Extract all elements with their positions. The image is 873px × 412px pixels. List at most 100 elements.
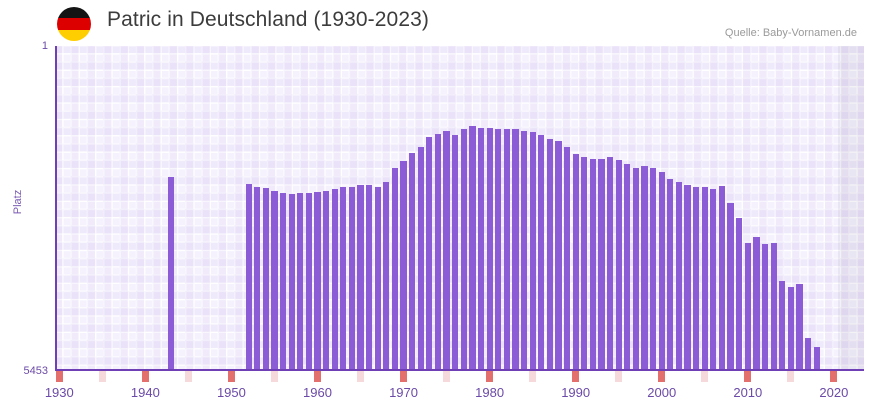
bar[interactable] [718, 186, 726, 371]
bar[interactable] [563, 147, 571, 371]
bar[interactable] [555, 141, 562, 371]
bar[interactable] [486, 128, 493, 371]
bar[interactable] [340, 187, 347, 371]
x-axis-tick-major [141, 371, 149, 382]
x-axis-tick-minor [98, 371, 106, 382]
bar[interactable] [245, 184, 252, 371]
bar[interactable] [503, 128, 510, 371]
bar[interactable] [469, 126, 476, 371]
bar[interactable] [254, 186, 261, 371]
x-axis-tick-minor [615, 371, 623, 382]
bar[interactable] [322, 190, 330, 371]
bar[interactable] [675, 182, 683, 371]
bar[interactable] [607, 157, 614, 371]
bar[interactable] [477, 128, 485, 371]
bar[interactable] [271, 190, 278, 371]
bar[interactable] [348, 186, 356, 371]
x-axis-tick-major [744, 371, 752, 382]
x-axis-tick-major [55, 371, 63, 382]
plot-area [55, 46, 864, 371]
bar[interactable] [400, 161, 407, 371]
x-axis-tick-major [313, 371, 321, 382]
x-axis-tick-minor [357, 371, 365, 382]
bar[interactable] [761, 244, 769, 371]
bar[interactable] [417, 147, 424, 371]
bar[interactable] [813, 346, 820, 371]
x-axis-label: 1940 [130, 385, 160, 400]
x-axis-tick-minor [529, 371, 537, 382]
bar[interactable] [615, 160, 622, 371]
bar[interactable] [314, 192, 321, 371]
x-axis-tick-major [486, 371, 494, 382]
bar[interactable] [641, 165, 648, 371]
page-title: Patric in Deutschland (1930-2023) [107, 8, 429, 31]
x-axis-ticks [55, 371, 864, 383]
bar-series [55, 46, 864, 371]
bar[interactable] [288, 193, 295, 371]
bar[interactable] [598, 158, 605, 371]
bar[interactable] [391, 168, 399, 371]
bar[interactable] [693, 186, 700, 371]
chart-header: Patric in Deutschland (1930-2023) Quelle… [0, 0, 873, 46]
bar[interactable] [357, 185, 364, 371]
bar[interactable] [452, 135, 459, 371]
bar[interactable] [279, 193, 287, 371]
bar[interactable] [804, 338, 812, 371]
x-axis-tick-major [658, 371, 666, 382]
bar[interactable] [331, 189, 338, 371]
x-axis-tick-major [227, 371, 235, 382]
bar[interactable] [787, 287, 794, 371]
bar[interactable] [529, 131, 536, 371]
x-axis-label: 1960 [303, 385, 332, 400]
y-axis-title: Platz [12, 189, 24, 215]
bar[interactable] [512, 128, 519, 371]
bar[interactable] [684, 185, 691, 371]
x-axis-label: 2010 [733, 385, 763, 400]
x-axis-tick-minor [184, 371, 192, 382]
x-axis-label: 1990 [561, 385, 591, 400]
bar[interactable] [796, 283, 803, 371]
bar[interactable] [538, 134, 545, 371]
bar[interactable] [168, 177, 175, 371]
bar[interactable] [727, 203, 734, 371]
bar[interactable] [770, 243, 777, 371]
bar[interactable] [546, 138, 553, 371]
bar[interactable] [710, 189, 717, 371]
bar[interactable] [632, 167, 640, 371]
bar[interactable] [460, 129, 467, 371]
bar[interactable] [374, 186, 381, 371]
bar[interactable] [581, 157, 588, 371]
x-axis-label: 2020 [819, 385, 849, 400]
bar[interactable] [443, 130, 450, 371]
bar[interactable] [383, 182, 390, 371]
bar[interactable] [262, 188, 269, 371]
y-axis-top-tick-label: 1 [41, 40, 48, 52]
x-axis-tick-major [400, 371, 408, 382]
bar[interactable] [744, 243, 751, 371]
bar[interactable] [650, 168, 657, 371]
x-axis-label: 2000 [647, 385, 677, 400]
german-flag-icon [57, 7, 91, 41]
bar[interactable] [736, 218, 743, 371]
bar[interactable] [409, 153, 416, 371]
bar[interactable] [753, 236, 760, 371]
bar[interactable] [495, 129, 502, 371]
bar[interactable] [779, 281, 786, 371]
bar[interactable] [667, 178, 674, 371]
bar[interactable] [572, 154, 579, 371]
bar[interactable] [701, 186, 708, 371]
bar[interactable] [589, 159, 596, 371]
bar[interactable] [434, 134, 442, 371]
bar[interactable] [305, 193, 312, 371]
y-axis-line [55, 46, 57, 371]
x-axis-label: 1950 [216, 385, 246, 400]
x-axis-tick-major [572, 371, 580, 382]
bar[interactable] [297, 193, 304, 371]
bar[interactable] [520, 130, 528, 371]
x-axis-tick-minor [701, 371, 709, 382]
bar[interactable] [366, 184, 373, 371]
bar[interactable] [658, 172, 665, 371]
bar[interactable] [624, 163, 631, 371]
bar[interactable] [426, 136, 433, 371]
